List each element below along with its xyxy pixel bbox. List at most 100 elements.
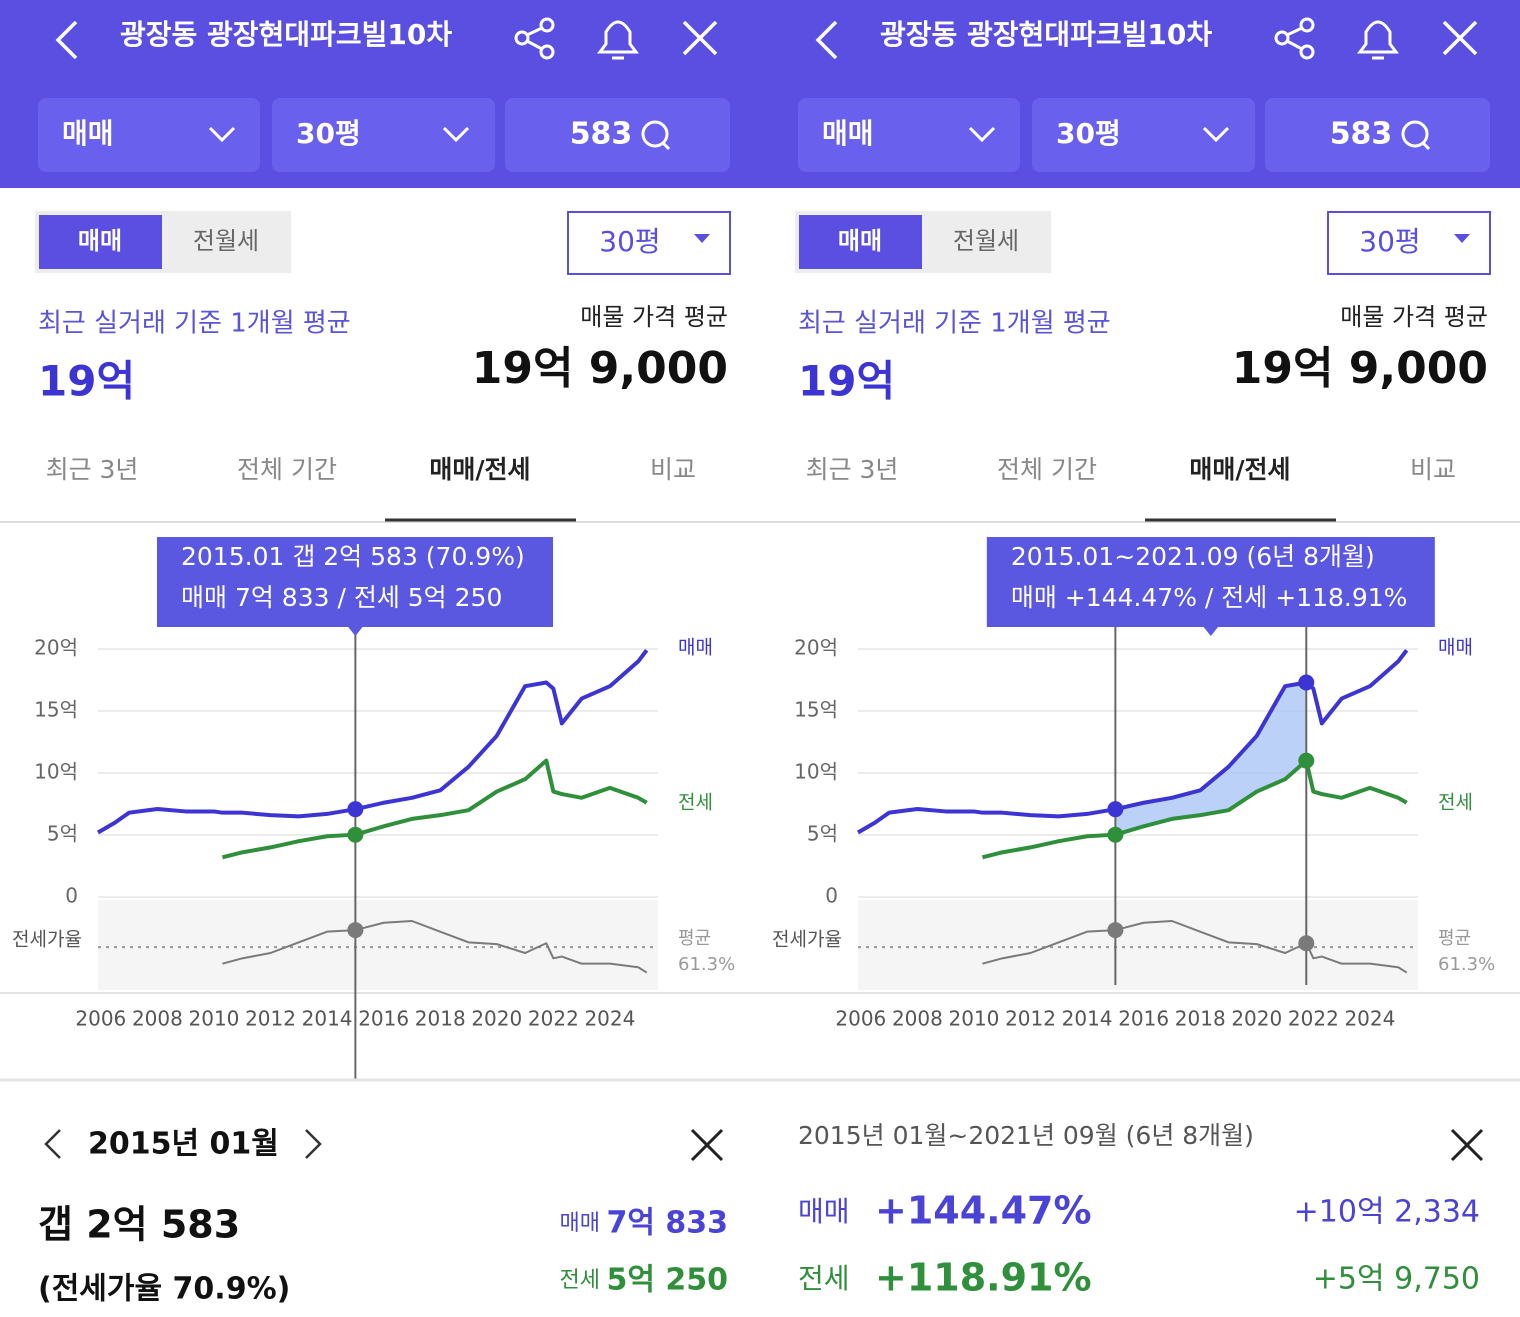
size-dropdown[interactable] xyxy=(1327,211,1491,275)
detail-close[interactable] xyxy=(690,1128,724,1162)
share-button[interactable] xyxy=(514,17,555,60)
chevron xyxy=(1202,126,1230,143)
share-icon xyxy=(539,44,555,60)
filter-label: 30평 xyxy=(296,117,361,150)
size-label: 30평 xyxy=(599,225,660,258)
tab[interactable]: 전체 기간 xyxy=(997,455,1097,484)
tooltip-pointer xyxy=(1202,626,1219,636)
x-tick-label: 2014 xyxy=(1062,1007,1113,1031)
x-tick-label: 2016 xyxy=(1118,1007,1169,1031)
alert-button[interactable] xyxy=(597,20,639,60)
share-icon xyxy=(1274,30,1290,46)
y-tick-label: 5억 xyxy=(807,822,838,846)
listing-label: 매물 가격 평균 xyxy=(1340,303,1488,331)
series-line xyxy=(982,920,1408,974)
series-line xyxy=(856,649,1409,835)
filter-box[interactable] xyxy=(272,98,495,172)
share-icon xyxy=(1286,26,1303,51)
detail-row-pct: +144.47% xyxy=(875,1189,1092,1233)
search-icon xyxy=(1401,120,1429,148)
share-icon xyxy=(514,30,530,46)
point-marker xyxy=(1298,674,1315,691)
size-dropdown[interactable] xyxy=(567,211,731,275)
filter-box[interactable] xyxy=(1032,98,1255,172)
detail-close[interactable] xyxy=(1450,1128,1484,1162)
dropdown-caret xyxy=(1454,234,1470,243)
share-button[interactable] xyxy=(1274,17,1315,60)
point-marker xyxy=(1107,826,1124,843)
series-label: 전세가율 xyxy=(772,929,842,951)
filter-box[interactable] xyxy=(798,98,1020,172)
close-button[interactable] xyxy=(682,20,718,56)
search-icon xyxy=(1421,141,1431,151)
y-tick-label: 15억 xyxy=(34,698,78,722)
detail-row-label: 전세 xyxy=(798,1262,850,1295)
dropdown-caret xyxy=(694,234,710,243)
header-title: 광장동 광장현대파크빌10차 xyxy=(120,18,452,51)
share-icon xyxy=(1299,17,1315,33)
prev-button[interactable] xyxy=(44,1129,61,1159)
filter-box[interactable] xyxy=(38,98,260,172)
tab[interactable]: 비교 xyxy=(1410,455,1456,484)
alert-button[interactable] xyxy=(1357,20,1399,60)
tab[interactable]: 최근 3년 xyxy=(46,455,139,484)
ratio-band xyxy=(98,900,658,990)
tab[interactable]: 전체 기간 xyxy=(237,455,337,484)
close-button[interactable] xyxy=(1442,20,1478,56)
back-button[interactable] xyxy=(815,20,838,60)
y-tick-label: 15억 xyxy=(794,698,838,722)
filter-label: 매매 xyxy=(62,117,114,150)
tab[interactable]: 비교 xyxy=(650,455,696,484)
y-tick-label: 5억 xyxy=(47,822,78,846)
y-tick-label: 20억 xyxy=(34,636,78,660)
x-tick-label: 2012 xyxy=(245,1007,296,1031)
average-title: 평균 xyxy=(678,928,711,949)
filter-box[interactable] xyxy=(505,98,730,172)
detail-row-amount: +5억 9,750 xyxy=(1313,1262,1480,1297)
toggle-option[interactable]: 전월세 xyxy=(953,227,1019,255)
listing-price: 19억 9,000 xyxy=(472,343,728,394)
header-title: 광장동 광장현대파크빌10차 xyxy=(880,18,1212,51)
range-fill xyxy=(1115,682,1307,835)
x-tick-label: 2010 xyxy=(189,1007,240,1031)
x-tick-label: 2024 xyxy=(584,1007,635,1031)
toggle-active[interactable] xyxy=(39,215,162,269)
toggle-option[interactable]: 전월세 xyxy=(193,227,259,255)
x-tick-label: 2014 xyxy=(302,1007,353,1031)
toggle-option[interactable]: 매매 xyxy=(838,227,882,255)
detail-ratio: (전세가율 70.9%) xyxy=(38,1272,290,1307)
x-tick-label: 2018 xyxy=(415,1007,466,1031)
series-label: 매매 xyxy=(1438,637,1473,659)
filter-label: 583 xyxy=(570,117,633,152)
series-label: 전세 xyxy=(1438,791,1473,813)
tooltip-pointer xyxy=(347,626,364,636)
average-label: 61.3% xyxy=(678,954,735,975)
point-marker xyxy=(1107,922,1124,939)
x-tick-label: 2008 xyxy=(132,1007,183,1031)
recent-price: 19억 xyxy=(798,357,895,406)
toggle-option[interactable]: 매매 xyxy=(78,227,122,255)
next-button[interactable] xyxy=(305,1129,322,1159)
tab[interactable]: 매매/전세 xyxy=(1189,455,1290,484)
search-icon xyxy=(641,120,669,148)
tab[interactable]: 매매/전세 xyxy=(429,455,530,484)
x-tick-label: 2006 xyxy=(75,1007,126,1031)
y-tick-label: 20억 xyxy=(794,636,838,660)
x-tick-label: 2018 xyxy=(1175,1007,1226,1031)
x-tick-label: 2020 xyxy=(471,1007,522,1031)
tab[interactable]: 최근 3년 xyxy=(806,455,899,484)
toggle-active[interactable] xyxy=(799,215,922,269)
detail-title: 2015년 01월~2021년 09월 (6년 8개월) xyxy=(798,1121,1254,1150)
series-label: 전세 xyxy=(678,791,713,813)
search-icon xyxy=(661,141,671,151)
detail-row-label: 매매 xyxy=(560,1211,600,1236)
point-marker xyxy=(1298,935,1315,952)
filter-box[interactable] xyxy=(1265,98,1490,172)
point-marker xyxy=(347,826,364,843)
recent-label: 최근 실거래 기준 1개월 평균 xyxy=(798,309,1111,339)
detail-row-label: 매매 xyxy=(798,1195,850,1228)
back-button[interactable] xyxy=(55,20,78,60)
